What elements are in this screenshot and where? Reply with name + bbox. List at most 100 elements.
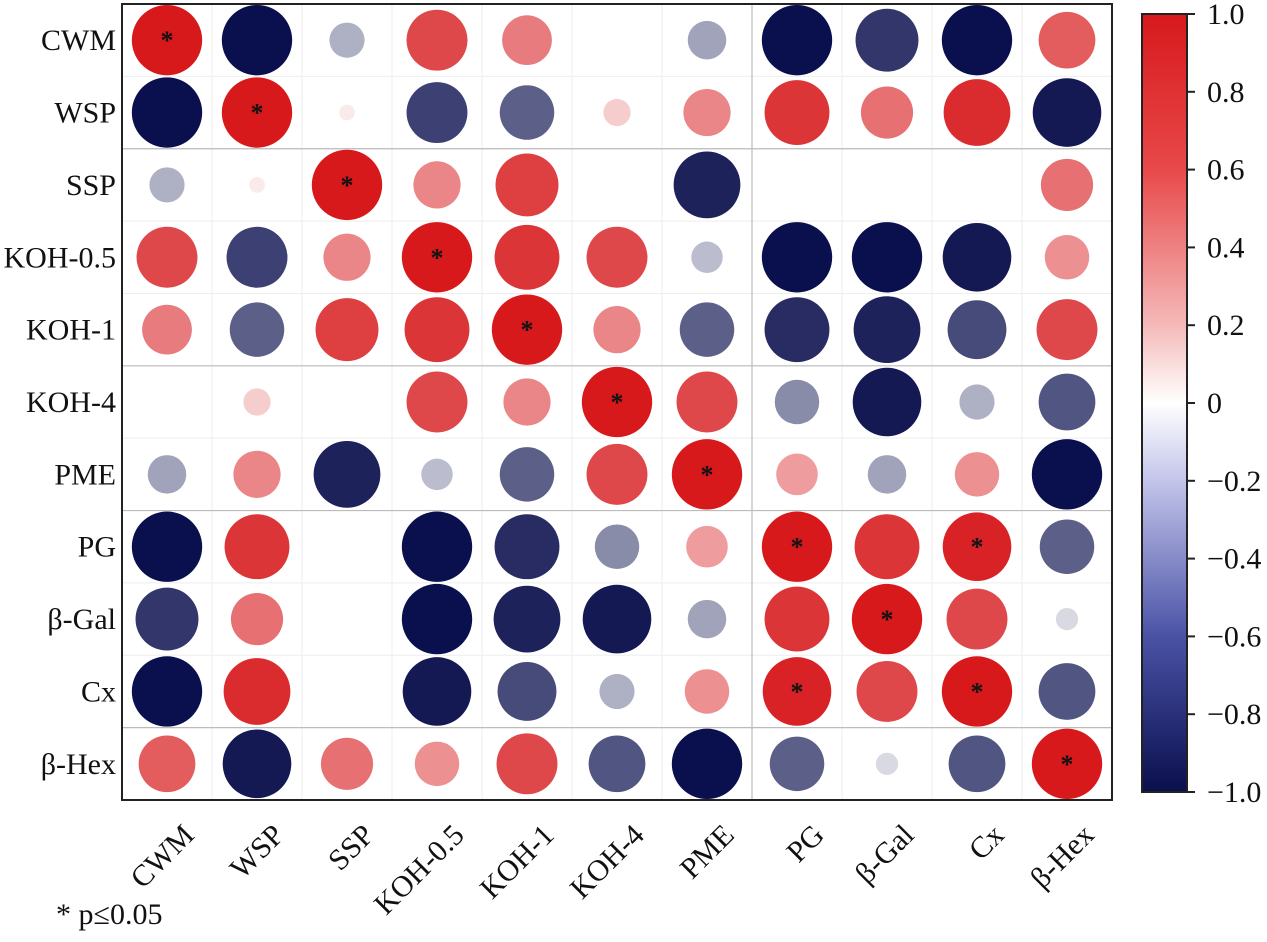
correlation-circle-β-Hex-PME [671, 728, 743, 799]
correlation-circle-SSP-CWM [149, 167, 185, 203]
correlation-circle-Cx-KOH-0.5 [402, 657, 472, 726]
significance-star: * [791, 677, 804, 706]
significance-star: * [791, 533, 804, 562]
significance-star: * [341, 171, 354, 200]
row-label: CWM [41, 24, 116, 57]
correlation-circle-β-Hex-KOH-0.5 [414, 741, 460, 787]
correlation-circle-PG-KOH-4 [594, 524, 640, 569]
colorbar-ticks: 1.0 0.8 0.6 0.4 0.2 0 −0.2 −0.4 −0.6 −0.8 −1.0 [1187, 0, 1261, 809]
colorbar-tick-label: −0.2 [1207, 465, 1261, 498]
correlation-circle-Cx-β-Gal [856, 660, 918, 722]
correlation-circle-PME-KOH-1 [499, 447, 555, 502]
correlation-circle-β-Gal-PME [687, 599, 727, 639]
row-label: KOH-4 [26, 386, 116, 419]
correlation-circle-KOH-0.5-PG [761, 222, 833, 293]
correlation-circle-β-Hex-WSP [222, 729, 292, 799]
colorbar-tick-label: 1.0 [1207, 0, 1245, 31]
column-label: PG [780, 818, 830, 868]
correlation-circle-KOH-1-PME [679, 302, 735, 357]
correlation-circle-KOH-4-KOH-0.5 [406, 371, 468, 433]
correlation-circle-PG-PG [761, 511, 833, 582]
correlation-circle-SSP-KOH-1 [495, 153, 559, 217]
correlation-circle-WSP-PG [764, 80, 830, 145]
correlation-circle-KOH-0.5-CWM [136, 226, 198, 288]
correlation-circle-PME-PG [776, 453, 818, 496]
correlation-circle-KOH-4-PME [676, 371, 738, 433]
column-label: PME [674, 818, 741, 885]
correlation-circle-β-Hex-CWM [138, 735, 196, 793]
correlation-circle-KOH-4-WSP [243, 388, 271, 416]
correlation-circle-SSP-WSP [249, 177, 265, 193]
correlation-circle-Cx-KOH-4 [599, 673, 635, 710]
grid-lines [122, 4, 1112, 800]
correlation-circle-CWM-β-Hex [1038, 11, 1096, 69]
correlation-circle-KOH-4-KOH-4 [581, 366, 653, 438]
correlation-circle-β-Hex-KOH-4 [588, 735, 646, 793]
correlation-circle-WSP-β-Gal [860, 86, 914, 139]
correlation-circles [131, 5, 1103, 799]
correlation-circle-β-Gal-PG [764, 586, 830, 652]
row-label: KOH-0.5 [4, 241, 117, 274]
correlation-circle-Cx-CWM [131, 656, 203, 727]
correlation-circle-KOH-1-CWM [142, 304, 192, 355]
correlation-circle-KOH-0.5-PME [691, 241, 723, 274]
row-label: β-Hex [41, 748, 116, 781]
correlation-circle-WSP-Cx [943, 79, 1011, 146]
correlation-circle-Cx-β-Hex [1038, 663, 1096, 720]
correlation-circle-PG-KOH-1 [494, 514, 560, 580]
correlation-circle-KOH-1-KOH-1 [491, 294, 563, 365]
correlation-circle-PME-β-Gal [867, 455, 907, 494]
column-label: CWM [124, 818, 200, 894]
correlation-circle-SSP-KOH-0.5 [413, 161, 461, 209]
correlation-circle-Cx-WSP [223, 658, 291, 725]
correlation-circle-WSP-KOH-4 [603, 98, 631, 127]
correlation-circle-PG-CWM [131, 511, 203, 582]
column-label: KOH-0.5 [368, 818, 471, 921]
correlation-circle-β-Hex-β-Hex [1031, 728, 1103, 799]
column-label: SSP [322, 818, 381, 877]
correlation-circle-KOH-0.5-β-Hex [1044, 235, 1090, 280]
correlation-circle-SSP-PME [673, 151, 741, 219]
correlation-circle-PME-β-Hex [1031, 439, 1103, 510]
row-labels: CWM WSP SSP KOH-0.5 KOH-1 KOH-4 PME PG β-Gal Cx β-… [4, 24, 117, 781]
correlation-circle-β-Gal-KOH-0.5 [401, 583, 473, 655]
significance-star: * [701, 460, 714, 489]
correlation-circle-KOH-0.5-KOH-4 [586, 226, 648, 288]
correlation-circle-Cx-KOH-1 [497, 662, 557, 721]
correlation-circle-CWM-PME [687, 20, 727, 60]
correlation-circle-KOH-0.5-KOH-1 [494, 224, 560, 290]
correlation-circle-β-Hex-Cx [948, 735, 1006, 793]
correlation-circle-PME-PME [671, 439, 743, 510]
correlation-circle-PG-WSP [224, 514, 290, 580]
correlation-circle-β-Gal-Cx [946, 588, 1008, 650]
row-label: PG [78, 531, 116, 564]
row-label: PME [54, 458, 116, 491]
colorbar-tick-label: 0.4 [1207, 231, 1245, 264]
correlation-circle-WSP-KOH-1 [499, 85, 555, 140]
correlation-circle-KOH-1-β-Hex [1036, 299, 1098, 361]
correlation-circle-KOH-1-SSP [315, 298, 379, 362]
correlation-circle-Cx-Cx [941, 656, 1013, 727]
correlation-circle-β-Gal-KOH-1 [493, 585, 561, 653]
correlation-circle-PG-KOH-0.5 [401, 511, 473, 582]
colorbar-tick-label: 0.8 [1207, 76, 1245, 109]
correlation-circle-PME-KOH-0.5 [421, 458, 453, 491]
row-label: SSP [66, 169, 116, 202]
column-label: Cx [963, 818, 1011, 866]
correlation-circle-β-Hex-KOH-1 [496, 733, 558, 795]
correlation-circle-WSP-SSP [339, 104, 355, 121]
correlation-circle-Cx-PG [762, 657, 832, 726]
correlation-circle-SSP-SSP [311, 149, 383, 221]
correlation-circle-PME-CWM [147, 455, 187, 494]
correlation-circle-CWM-WSP [221, 5, 293, 76]
significance-footnote: * p≤0.05 [56, 898, 163, 931]
correlation-circle-KOH-1-KOH-4 [593, 306, 641, 354]
correlation-circle-WSP-WSP [221, 77, 293, 148]
correlation-circle-β-Hex-SSP [320, 737, 374, 790]
colorbar-tick-label: −0.4 [1207, 543, 1261, 576]
correlation-circle-SSP-β-Hex [1040, 158, 1094, 211]
correlation-circle-PME-Cx [954, 452, 1000, 497]
colorbar [1141, 13, 1188, 793]
correlation-circle-KOH-1-KOH-0.5 [404, 297, 470, 363]
